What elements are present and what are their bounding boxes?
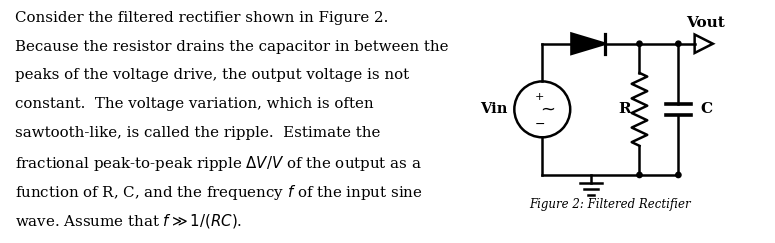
Circle shape [637,172,642,178]
Text: Because the resistor drains the capacitor in between the: Because the resistor drains the capacito… [15,40,448,54]
Text: C: C [701,102,713,116]
Text: sawtooth-like, is called the ripple.  Estimate the: sawtooth-like, is called the ripple. Est… [15,126,380,140]
Polygon shape [571,34,605,54]
Text: constant.  The voltage variation, which is often: constant. The voltage variation, which i… [15,97,374,111]
Text: function of R, C, and the frequency $f$ of the input sine: function of R, C, and the frequency $f$ … [15,183,422,202]
Circle shape [637,41,642,46]
Text: Consider the filtered rectifier shown in Figure 2.: Consider the filtered rectifier shown in… [15,11,388,25]
Text: R: R [618,102,631,116]
Text: ~: ~ [539,100,555,118]
Text: fractional peak-to-peak ripple $\Delta V/V$ of the output as a: fractional peak-to-peak ripple $\Delta V… [15,154,422,173]
Circle shape [676,172,681,178]
Text: Figure 2: Filtered Rectifier: Figure 2: Filtered Rectifier [529,198,691,211]
Text: Vout: Vout [686,16,725,30]
Text: +: + [536,92,545,102]
Text: Vin: Vin [480,102,507,116]
Text: −: − [535,117,545,130]
Text: peaks of the voltage drive, the output voltage is not: peaks of the voltage drive, the output v… [15,68,409,82]
Text: wave. Assume that $f \gg 1/(RC)$.: wave. Assume that $f \gg 1/(RC)$. [15,212,242,230]
Circle shape [676,41,681,46]
